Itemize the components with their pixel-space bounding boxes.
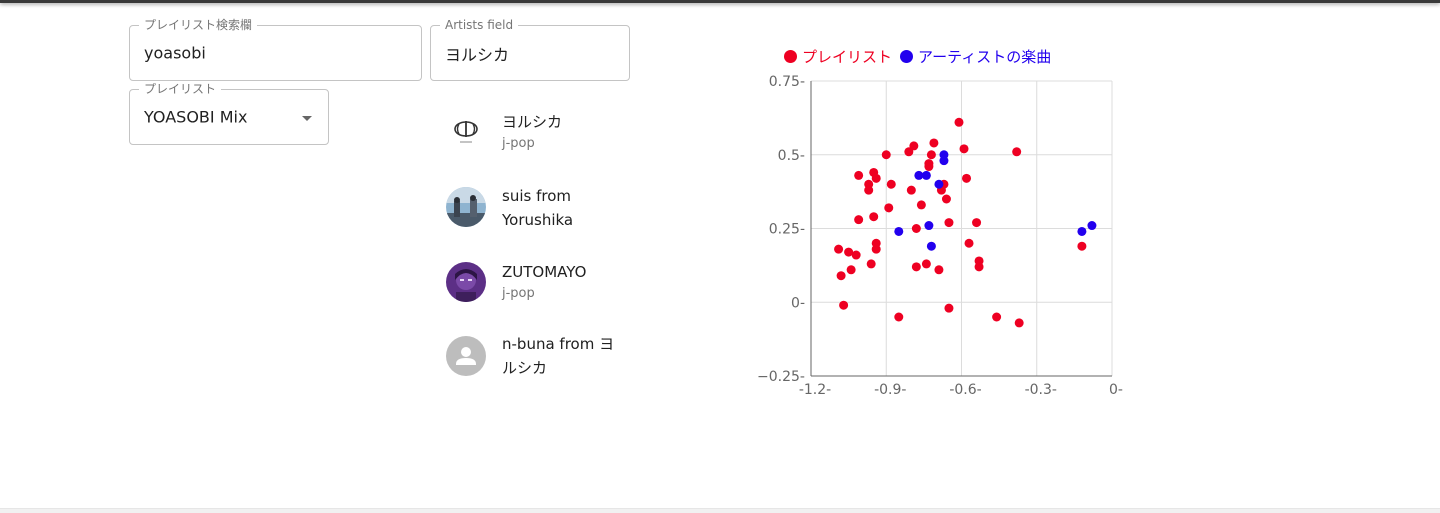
person-placeholder-icon — [446, 336, 486, 376]
playlist-select-value: YOASOBI Mix — [144, 107, 248, 127]
y-tick-label: 0.25- — [769, 222, 805, 238]
top-app-bar-shadow — [0, 0, 1440, 3]
data-point — [894, 312, 904, 322]
data-point — [854, 215, 864, 225]
yorushika-logo-avatar — [446, 112, 486, 152]
data-point — [846, 265, 856, 275]
data-point — [839, 300, 849, 310]
data-point — [834, 244, 844, 254]
x-tick-label: -1.2- — [799, 382, 831, 398]
suis-photo-avatar — [446, 187, 486, 227]
y-tick-label: 0.75- — [769, 74, 805, 90]
data-point — [871, 244, 881, 254]
x-tick-label: 0- — [1109, 382, 1123, 398]
data-point — [894, 226, 904, 236]
legend-item-artist-tracks: アーティストの楽曲 — [900, 46, 1051, 67]
playlist-search-input[interactable] — [144, 43, 407, 63]
data-point — [909, 141, 919, 151]
data-point — [962, 173, 972, 183]
data-point — [916, 200, 926, 210]
playlist-search-label: プレイリスト検索欄 — [139, 18, 258, 32]
x-tick-label: -0.9- — [874, 382, 906, 398]
y-tick-label: 0- — [791, 295, 805, 311]
data-point — [911, 262, 921, 272]
data-point — [1087, 221, 1097, 231]
data-point — [904, 147, 914, 157]
data-point — [924, 221, 934, 231]
data-point — [886, 179, 896, 189]
legend-marker — [784, 50, 797, 63]
artist-name: ヨルシカ — [502, 113, 563, 131]
artist-list-item[interactable]: n-buna from ヨルシカ — [430, 326, 630, 394]
data-point — [944, 303, 954, 313]
artist-list-item[interactable]: ZUTOMAYO j-pop — [430, 250, 630, 318]
x-tick-label: -0.3- — [1025, 382, 1057, 398]
artist-list-item[interactable]: ヨルシカ j-pop — [430, 98, 630, 166]
data-point — [884, 203, 894, 213]
bottom-scroll-edge — [0, 508, 1440, 513]
legend-label: アーティストの楽曲 — [918, 48, 1052, 66]
data-point — [959, 144, 969, 154]
data-point — [906, 185, 916, 195]
y-tick-label: 0.5- — [778, 148, 805, 164]
data-point — [929, 138, 939, 148]
data-point — [972, 218, 982, 228]
artists-field[interactable]: Artists field — [430, 18, 630, 81]
data-point — [939, 156, 949, 166]
artist-list-item[interactable]: suis from Yorushika — [430, 174, 630, 242]
legend-marker — [900, 50, 914, 63]
data-point — [851, 250, 861, 260]
data-point — [1014, 318, 1024, 328]
data-point — [881, 150, 891, 160]
artists-field-label: Artists field — [440, 18, 519, 32]
artist-name: ZUTOMAYO — [502, 263, 587, 281]
data-point — [921, 170, 931, 180]
data-point — [844, 247, 854, 257]
zutomayo-illustration-avatar — [446, 262, 486, 302]
data-point — [911, 224, 921, 233]
data-point — [866, 259, 876, 269]
data-point — [924, 162, 934, 172]
legend-item-playlist: プレイリスト — [784, 46, 892, 67]
playlist-search-field[interactable]: プレイリスト検索欄 — [129, 18, 422, 81]
playlist-select-label: プレイリスト — [139, 82, 222, 96]
artist-genre: j-pop — [502, 286, 535, 301]
data-point — [974, 262, 984, 272]
artist-name: suis from Yorushika — [502, 187, 574, 229]
data-point — [854, 170, 864, 180]
data-point — [871, 173, 881, 183]
data-point — [934, 265, 944, 275]
artist-genre: j-pop — [502, 136, 535, 151]
y-tick-label: −0.25- — [757, 369, 805, 385]
data-point — [926, 150, 936, 160]
scatter-chart: -1.2- -0.9- -0.6- -0.3- 0- 0.75- 0.5- 0.25- 0- −0… — [757, 74, 1123, 398]
data-point — [1077, 241, 1087, 251]
data-point — [914, 170, 924, 180]
dropdown-arrow-icon[interactable] — [302, 116, 312, 121]
data-point — [1012, 147, 1022, 157]
x-tick-label: -0.6- — [949, 382, 981, 398]
data-point — [836, 271, 846, 281]
data-point — [964, 238, 974, 248]
data-point — [921, 259, 931, 269]
data-point — [926, 241, 936, 251]
data-point — [941, 194, 951, 204]
data-point — [864, 185, 874, 195]
artists-input[interactable] — [445, 43, 615, 63]
artist-name: n-buna from ヨルシカ — [502, 335, 615, 377]
legend-label: プレイリスト — [802, 48, 893, 66]
data-point — [944, 218, 954, 228]
data-point — [954, 117, 964, 127]
data-point — [1077, 226, 1087, 236]
data-point — [869, 212, 879, 222]
chart-legend: プレイリスト アーティストの楽曲 — [784, 46, 1059, 67]
data-point — [934, 179, 944, 189]
data-point — [992, 312, 1002, 322]
playlist-select[interactable]: プレイリスト YOASOBI Mix — [129, 82, 329, 145]
